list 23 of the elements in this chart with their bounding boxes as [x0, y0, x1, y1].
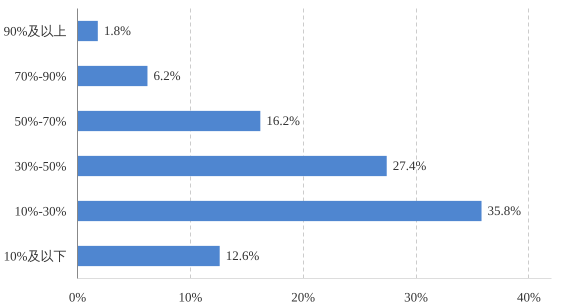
data-label: 16.2% [266, 113, 300, 128]
y-tick-label: 10%及以下 [4, 248, 67, 264]
data-label: 35.8% [488, 203, 522, 218]
bar [78, 20, 98, 42]
data-label: 27.4% [392, 158, 426, 173]
data-label: 6.2% [153, 68, 181, 83]
x-tick-label: 0% [68, 290, 86, 304]
bar [78, 110, 260, 132]
data-label: 12.6% [226, 248, 260, 263]
bar [78, 246, 220, 266]
y-tick-label: 10%-30% [14, 204, 67, 218]
y-tick-label: 70%-90% [14, 68, 67, 84]
y-tick-label: 90%及以上 [4, 24, 67, 38]
x-tick-label: 20% [291, 290, 316, 304]
x-tick-label: 40% [517, 290, 542, 304]
bar [78, 156, 387, 176]
bar [78, 66, 148, 86]
bar [78, 200, 482, 222]
y-tick-label: 30%-50% [14, 158, 67, 174]
x-tick-label: 10% [178, 290, 202, 304]
y-tick-label: 50%-70% [14, 114, 67, 128]
x-tick-label: 30% [404, 290, 428, 304]
data-label: 1.8% [104, 23, 132, 38]
